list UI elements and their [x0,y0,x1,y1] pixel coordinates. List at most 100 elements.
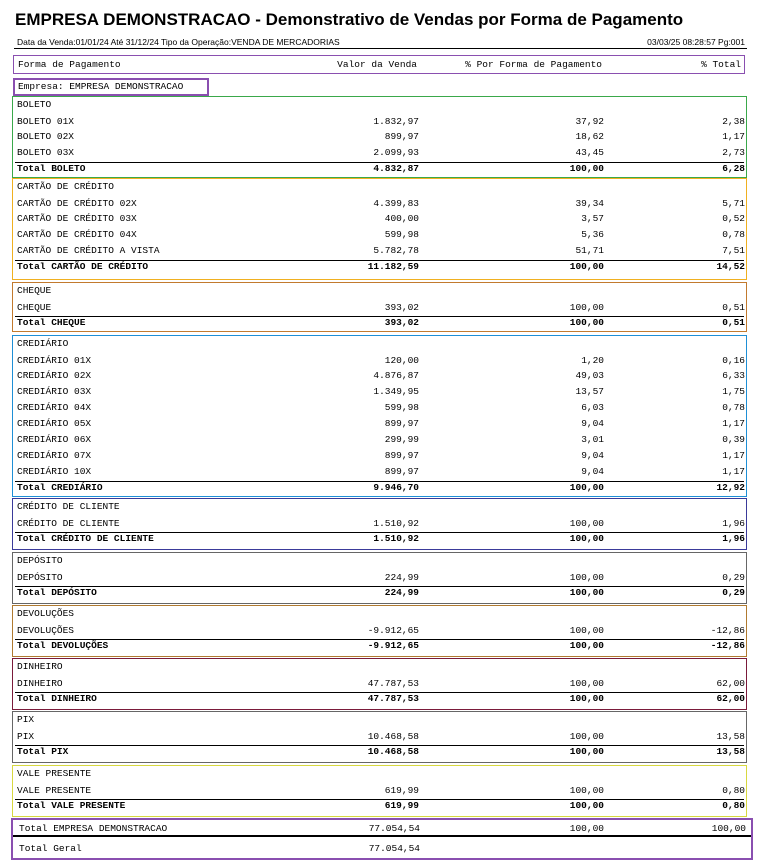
group-total-row-pct-total: 1,96 [722,533,745,545]
group-heading-label: CREDIÁRIO [17,338,69,349]
table-row-label: CARTÃO DE CRÉDITO 04X [17,229,137,241]
group-total-row-valor: 4.832,87 [373,163,419,175]
group-heading-label: DEPÓSITO [17,555,63,566]
table-row-pct-total: 1,17 [722,418,745,430]
column-header-pct-forma: % Por Forma de Pagamento [465,59,602,70]
table-row-pct-forma: 49,03 [575,370,604,382]
group-total-row: Total CHEQUE 393,02 100,00 0,51 [13,314,746,330]
group-heading-label: DINHEIRO [17,661,63,672]
header-rule [14,48,747,49]
group-heading: DINHEIRO [13,658,746,674]
table-row-pct-forma: 39,34 [575,197,604,209]
group-heading: CHEQUE [13,282,746,298]
group-total-rule [15,532,744,534]
group-total-rule [15,162,744,164]
table-row-label: CREDIÁRIO 10X [17,465,92,477]
group-total-row-pct-total: 0,51 [722,317,745,329]
group-total-row: Total BOLETO 4.832,87 100,00 6,28 [13,160,746,176]
table-row: VALE PRESENTE 619,99 100,00 0,80 [13,782,746,798]
group-total-rule [15,692,744,694]
payment-group: DEVOLUÇÕES DEVOLUÇÕES -9.912,65 100,00 -12,8… [12,605,747,657]
table-row-valor: 120,00 [384,354,419,366]
table-row-valor: 5.782,78 [373,245,419,257]
group-heading: VALE PRESENTE [13,765,746,781]
table-row-valor: 599,98 [384,229,419,241]
group-heading-label: PIX [17,714,35,725]
table-row-valor: 400,00 [384,213,419,225]
table-row: CREDIÁRIO 06X 299,99 3,01 0,39 [13,431,746,447]
payment-group: CARTÃO DE CRÉDITO CARTÃO DE CRÉDITO 02X 4.… [12,178,747,280]
table-row-valor: 2.099,93 [373,147,419,159]
group-total-row-label: Total DEPÓSITO [17,587,97,599]
group-total-rule [15,639,744,641]
report-title: EMPRESA DEMONSTRACAO - Demonstrativo de … [15,10,684,29]
table-row: CRÉDITO DE CLIENTE 1.510,92 100,00 1,96 [13,515,746,531]
group-total-row: Total CARTÃO DE CRÉDITO 11.182,59 100,00 14… [13,258,746,274]
table-row-valor: 1.832,97 [373,115,419,127]
table-row-pct-forma: 100,00 [569,517,604,529]
table-row-pct-total: 0,52 [722,213,745,225]
table-row-label: CREDIÁRIO 03X [17,386,92,398]
table-row-label: CARTÃO DE CRÉDITO 02X [17,197,137,209]
column-header-forma: Forma de Pagamento [18,59,121,70]
group-total-row-label: Total CRÉDITO DE CLIENTE [17,533,154,545]
group-total-row-pct-total: 13,58 [716,746,745,758]
group-heading-label: DEVOLUÇÕES [17,608,75,619]
group-heading: DEVOLUÇÕES [13,605,746,621]
column-header-pct-total: % Total [701,59,741,70]
table-row: CREDIÁRIO 04X 599,98 6,03 0,78 [13,399,746,415]
group-heading: DEPÓSITO [13,552,746,568]
table-row-label: BOLETO 01X [17,115,75,127]
table-row-pct-total: 1,17 [722,131,745,143]
table-row: CREDIÁRIO 05X 899,97 9,04 1,17 [13,415,746,431]
table-row-pct-total: 0,78 [722,229,745,241]
group-total-rule [15,480,744,482]
group-total-row-valor: 393,02 [384,317,419,329]
group-heading: BOLETO [13,96,746,112]
table-row-label: CREDIÁRIO 02X [17,370,92,382]
table-row-pct-forma: 100,00 [569,730,604,742]
table-row-valor: 899,97 [384,131,419,143]
group-total-row-valor: 1.510,92 [373,533,419,545]
group-total-row-pct-forma: 100,00 [569,800,604,812]
table-row-pct-forma: 100,00 [569,784,604,796]
group-heading-label: BOLETO [17,99,52,110]
table-row: PIX 10.468,58 100,00 13,58 [13,728,746,744]
column-header-valor: Valor da Venda [337,59,417,70]
table-row-label: CRÉDITO DE CLIENTE [17,517,120,529]
group-total-row-label: Total PIX [17,746,69,758]
table-row-pct-forma: 9,04 [581,418,604,430]
table-row-pct-forma: 37,92 [575,115,604,127]
table-row-pct-total: 0,78 [722,402,745,414]
grand-total-row: Total Geral 77.054,54 [17,840,748,856]
group-total-rule [15,745,744,747]
table-row-valor: 899,97 [384,465,419,477]
group-total-row-valor: 11.182,59 [367,261,419,273]
table-row-pct-forma: 100,00 [569,571,604,583]
group-total-row: Total DINHEIRO 47.787,53 100,00 62,00 [13,690,746,706]
table-row: CARTÃO DE CRÉDITO 04X 599,98 5,36 0,78 [13,226,746,242]
table-row: CARTÃO DE CRÉDITO 02X 4.399,83 39,34 5,71 [13,195,746,211]
table-row: BOLETO 01X 1.832,97 37,92 2,38 [13,113,746,129]
table-row: DEVOLUÇÕES -9.912,65 100,00 -12,86 [13,622,746,638]
table-row-pct-forma: 1,20 [581,354,604,366]
payment-group: DEPÓSITO DEPÓSITO 224,99 100,00 0,29 Total DE… [12,552,747,604]
table-row-valor: 599,98 [384,402,419,414]
company-total-rule [13,835,751,837]
table-row-label: DEVOLUÇÕES [17,624,75,636]
group-total-row-pct-forma: 100,00 [569,317,604,329]
table-row-pct-total: 1,75 [722,386,745,398]
group-total-row: Total DEVOLUÇÕES -9.912,65 100,00 -12,86 [13,637,746,653]
table-row-label: CREDIÁRIO 07X [17,449,92,461]
group-heading: CRÉDITO DE CLIENTE [13,498,746,514]
payment-group: CRÉDITO DE CLIENTE CRÉDITO DE CLIENTE 1.51… [12,498,747,550]
table-row-pct-total: 0,29 [722,571,745,583]
company-total-valor: 77.054,54 [368,823,420,834]
group-total-row: Total VALE PRESENTE 619,99 100,00 0,80 [13,797,746,813]
group-total-row-label: Total CARTÃO DE CRÉDITO [17,261,149,273]
group-total-rule [15,316,744,318]
company-total-label: Total EMPRESA DEMONSTRACAO [19,823,168,834]
group-heading: CARTÃO DE CRÉDITO [13,178,746,194]
group-total-rule [15,260,744,262]
table-row-valor: 4.876,87 [373,370,419,382]
